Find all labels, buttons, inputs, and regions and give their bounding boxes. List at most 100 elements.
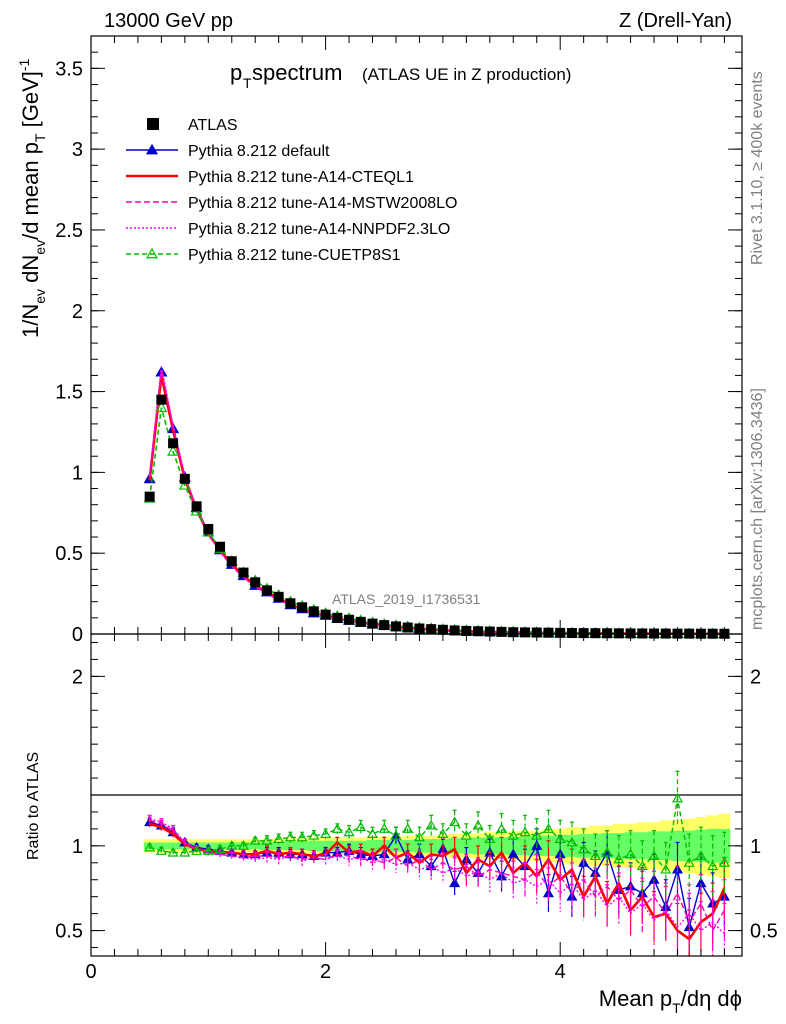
- ratio-series-point: [308, 829, 320, 840]
- legend-entry: Pythia 8.212 tune-A14-CTEQL1: [126, 169, 414, 186]
- main-axis-ticks: 0 0.5 1 1.5 2 2.5 3 3.5: [55, 36, 742, 646]
- x-tick-label: 0: [85, 961, 96, 983]
- ratio-series-point: [589, 850, 601, 860]
- ratio-series-point: [226, 840, 238, 850]
- ratio-series-point: [542, 823, 554, 833]
- legend-entry: Pythia 8.212 tune-A14-NNPDF2.3LO: [126, 221, 450, 238]
- ratio-series-point: [437, 828, 449, 838]
- legend-square-marker: [147, 118, 159, 130]
- atlas-data-point: [168, 438, 179, 449]
- ratio-series-point: [578, 843, 590, 854]
- main-series-point: [167, 445, 180, 456]
- ratio-series-point: [237, 840, 250, 850]
- ratio-series-point: [273, 833, 285, 844]
- atlas-data-point: [473, 626, 484, 637]
- ratio-series-line: [149, 818, 725, 935]
- atlas-data-point: [344, 614, 355, 625]
- atlas-data-point: [355, 616, 366, 627]
- ratio-series-point: [636, 860, 648, 871]
- ratio-series-point: [390, 829, 402, 840]
- legend-label: ATLAS: [188, 117, 238, 134]
- atlas-data-point: [250, 577, 261, 588]
- ratio-series-point: [402, 823, 414, 833]
- plot-title-sub-t: T: [243, 75, 252, 91]
- atlas-data-point: [602, 628, 613, 639]
- x-tick-label: 2: [320, 961, 331, 983]
- atlas-data-point: [203, 523, 214, 534]
- atlas-data-point: [543, 627, 554, 638]
- ratio-y-tick-label-right: 0.5: [750, 921, 778, 943]
- main-y-tick-label: 2: [72, 301, 83, 323]
- legend-triangle-marker: [145, 247, 159, 259]
- atlas-data-point: [285, 598, 296, 609]
- process-name-label: Z (Drell-Yan): [619, 10, 732, 32]
- ratio-y-axis-label: Ratio to ATLAS: [25, 752, 42, 860]
- ratio-series-point: [191, 845, 203, 855]
- ratio-series-point: [296, 831, 308, 842]
- atlas-data-point: [379, 620, 390, 631]
- ratio-series-point: [144, 841, 156, 852]
- ratio-series-group: [144, 770, 730, 956]
- main-y-tick-label: 0: [72, 624, 83, 646]
- main-y-tick-label: 3.5: [55, 58, 83, 80]
- plot-title-p: p: [230, 60, 242, 85]
- svg-text:Mean pT/dη dϕ: Mean pT/dη dϕ: [599, 986, 742, 1016]
- svg-text:1/Nev dNev/d mean pT [GeV]-1: 1/Nev dNev/d mean pT [GeV]-1: [16, 58, 48, 338]
- legend-label: Pythia 8.212 tune-A14-MSTW2008LO: [188, 195, 457, 212]
- atlas-data-point: [261, 585, 272, 596]
- ratio-series-point: [648, 850, 660, 860]
- atlas-data-point: [144, 491, 155, 502]
- ratio-series-point: [566, 836, 578, 847]
- ratio-series-point: [613, 853, 625, 864]
- legend-label: Pythia 8.212 tune-A14-NNPDF2.3LO: [188, 221, 450, 238]
- atlas-data-point: [449, 625, 460, 636]
- ratio-series-point: [472, 819, 484, 830]
- ratio-series-point: [249, 835, 261, 845]
- legend-entry: Pythia 8.212 tune-A14-MSTW2008LO: [126, 195, 457, 212]
- plot-title-spectrum: spectrum: [252, 60, 342, 85]
- atlas-data-point: [179, 473, 190, 484]
- ratio-series-point: [707, 860, 719, 871]
- ratio-series-point: [366, 828, 379, 838]
- ratio-series-point: [320, 828, 332, 838]
- legend-entry: ATLAS: [147, 117, 238, 134]
- atlas-data-point: [426, 624, 437, 635]
- atlas-data-point: [402, 622, 413, 633]
- ratio-y-tick-label-right: 1: [750, 836, 761, 858]
- ratio-series-point: [343, 826, 355, 837]
- atlas-data-point: [273, 591, 284, 602]
- ratio-frame: [90, 633, 743, 957]
- legend-label: Pythia 8.212 default: [188, 143, 330, 160]
- ratio-series-pythia-8-212-tune-a14-nnpdf2-3lo: [147, 814, 727, 956]
- main-series-point: [178, 479, 191, 490]
- ratio-series-point: [179, 846, 191, 857]
- ratio-series-point: [331, 823, 343, 833]
- legend: ATLAS Pythia 8.212 default Pythia 8.212 tu…: [126, 117, 457, 264]
- ratio-series-point: [449, 877, 461, 888]
- main-panel: 0 0.5 1 1.5 2 2.5 3 3.5 p T spectrum (ATLAS UE …: [16, 35, 743, 646]
- ratio-series-point: [625, 848, 637, 859]
- ratio-series-point: [460, 829, 472, 840]
- atlas-data-point: [613, 628, 624, 639]
- x-tick-label: 4: [555, 961, 566, 983]
- atlas-data-point: [215, 541, 226, 552]
- ratio-series-point: [660, 863, 672, 874]
- plot-title-note: (ATLAS UE in Z production): [362, 65, 571, 84]
- atlas-data-point: [191, 501, 202, 512]
- ratio-series-point: [413, 831, 425, 842]
- atlas-data-point: [226, 556, 237, 567]
- legend-label: Pythia 8.212 tune-CUETP8S1: [188, 247, 401, 264]
- ratio-series-point: [202, 845, 214, 855]
- ratio-series-point: [718, 857, 730, 867]
- ratio-series-point: [484, 833, 496, 844]
- legend-entry: Pythia 8.212 tune-CUETP8S1: [126, 247, 401, 264]
- ratio-series-point: [425, 819, 437, 830]
- ratio-y-tick-label: 0.5: [55, 921, 83, 943]
- ratio-series-point: [496, 823, 508, 833]
- atlas-data-point: [508, 627, 519, 638]
- ratio-series-point: [261, 835, 273, 845]
- ratio-series-point: [507, 829, 519, 840]
- atlas-data-point: [297, 602, 308, 613]
- atlas-data-point: [414, 623, 425, 634]
